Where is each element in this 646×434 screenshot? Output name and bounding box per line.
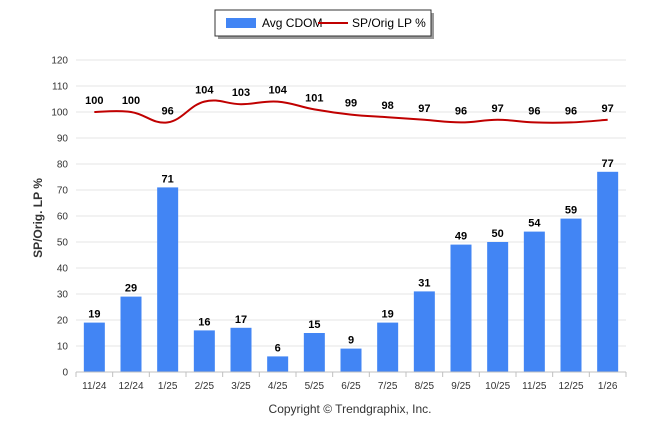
legend-swatch-bar — [226, 18, 256, 28]
line-data-label: 99 — [345, 98, 357, 110]
y-tick-label: 80 — [57, 160, 69, 171]
x-tick-label: 12/24 — [118, 381, 143, 392]
bar — [157, 187, 179, 372]
bar — [230, 327, 252, 372]
y-tick-label: 120 — [51, 56, 68, 67]
bar-data-label: 77 — [602, 158, 614, 170]
x-tick-label: 11/25 — [522, 381, 547, 392]
bar — [450, 244, 472, 372]
bar-data-label: 19 — [382, 309, 394, 321]
y-tick-label: 100 — [51, 108, 68, 119]
bar-data-label: 54 — [528, 218, 541, 230]
line-data-label: 97 — [492, 103, 504, 115]
bar-data-label: 19 — [88, 309, 100, 321]
bar-series — [83, 171, 619, 372]
y-tick-label: 60 — [57, 212, 69, 223]
x-tick-label: 3/25 — [231, 381, 251, 392]
line-path — [94, 99, 608, 124]
bar-data-label: 9 — [348, 335, 354, 347]
bar — [303, 333, 325, 372]
y-tick-label: 70 — [57, 186, 69, 197]
bar — [413, 291, 435, 372]
y-tick-label: 10 — [57, 342, 69, 353]
line-data-label: 104 — [195, 85, 214, 97]
y-tick-label: 40 — [57, 264, 69, 275]
line-data-label: 100 — [122, 95, 140, 107]
x-tick-label: 8/25 — [415, 381, 435, 392]
x-tick-label: 1/25 — [158, 381, 178, 392]
bar-data-label: 17 — [235, 314, 247, 326]
x-tick-label: 9/25 — [451, 381, 471, 392]
y-tick-label: 50 — [57, 238, 69, 249]
bar — [120, 296, 142, 372]
bar-data-label: 50 — [492, 228, 504, 240]
y-tick-label: 0 — [62, 368, 68, 379]
bar — [83, 322, 105, 372]
bar — [340, 348, 362, 372]
bar-data-label: 16 — [198, 316, 210, 328]
line-data-label: 104 — [268, 85, 287, 97]
bar-data-label: 29 — [125, 283, 137, 295]
bar-data-label: 49 — [455, 231, 467, 243]
x-tick-label: 2/25 — [195, 381, 215, 392]
x-tick-label: 4/25 — [268, 381, 288, 392]
data-labels: 19 29 71 16 17 6 15 9 19 31 49 50 54 59 77 100 100 96 104 1… — [85, 85, 614, 355]
bar-data-label: 31 — [418, 277, 430, 289]
legend: Avg CDOM SP/Orig LP % — [214, 9, 434, 39]
bar — [193, 330, 215, 372]
x-tick-label: 11/24 — [82, 381, 107, 392]
line-data-label: 101 — [305, 92, 323, 104]
line-data-label: 97 — [418, 103, 430, 115]
bar-data-label: 59 — [565, 205, 577, 217]
x-tick-label: 12/25 — [558, 381, 583, 392]
x-tick-label: 5/25 — [305, 381, 325, 392]
x-tick-label: 7/25 — [378, 381, 398, 392]
line-data-label: 96 — [162, 105, 174, 117]
x-tick-label: 1/26 — [598, 381, 618, 392]
line-data-label: 103 — [232, 87, 250, 99]
y-tick-label: 90 — [57, 134, 69, 145]
line-data-label: 96 — [455, 105, 467, 117]
legend-label-sp-orig-lp: SP/Orig LP % — [352, 16, 426, 30]
line-series — [94, 99, 608, 124]
bar-data-label: 6 — [275, 342, 281, 354]
line-data-label: 97 — [602, 103, 614, 115]
axes: 0 10 20 30 40 50 60 70 80 90 100 110 120 11/24 12/24 1/… — [51, 56, 627, 392]
y-tick-label: 30 — [57, 290, 69, 301]
bar — [377, 322, 399, 372]
bar-data-label: 15 — [308, 319, 320, 331]
bar — [560, 218, 582, 372]
copyright-footer: Copyright © Trendgraphix, Inc. — [269, 402, 432, 416]
line-data-label: 100 — [85, 95, 103, 107]
line-data-label: 96 — [528, 105, 540, 117]
bar-data-label: 71 — [162, 173, 174, 185]
y-tick-label: 110 — [52, 82, 68, 93]
bar — [597, 171, 619, 372]
line-data-label: 98 — [382, 100, 394, 112]
bar — [523, 231, 545, 372]
legend-label-avg-cdom: Avg CDOM — [262, 16, 322, 30]
y-axis-title: SP/Orig. LP % — [31, 178, 45, 258]
y-tick-label: 20 — [57, 316, 69, 327]
x-tick-label: 6/25 — [341, 381, 361, 392]
bar — [487, 242, 509, 372]
x-tick-label: 10/25 — [485, 381, 510, 392]
line-data-label: 96 — [565, 105, 577, 117]
bar — [267, 356, 289, 372]
